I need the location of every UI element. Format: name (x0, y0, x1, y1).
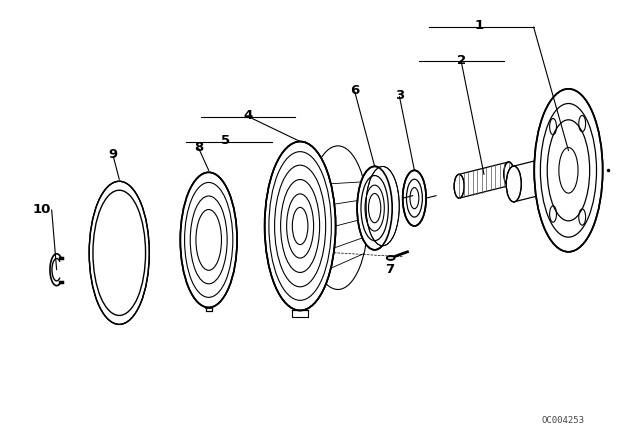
Ellipse shape (265, 142, 335, 310)
Text: 3: 3 (395, 89, 404, 102)
Ellipse shape (504, 162, 514, 186)
Ellipse shape (89, 181, 149, 324)
Ellipse shape (454, 174, 464, 198)
Text: 5: 5 (221, 134, 230, 146)
Ellipse shape (357, 166, 392, 250)
Text: 6: 6 (350, 84, 360, 97)
Text: OC004253: OC004253 (542, 416, 585, 425)
Ellipse shape (180, 172, 237, 307)
Ellipse shape (366, 167, 399, 246)
Ellipse shape (387, 256, 395, 260)
Text: 1: 1 (474, 19, 484, 32)
Ellipse shape (403, 170, 426, 226)
Text: 9: 9 (109, 148, 118, 161)
Text: 8: 8 (194, 141, 204, 154)
Ellipse shape (534, 89, 603, 252)
Text: 7: 7 (385, 263, 394, 276)
Ellipse shape (506, 166, 522, 202)
Text: 10: 10 (33, 203, 51, 216)
Text: 4: 4 (244, 109, 253, 122)
Text: 2: 2 (456, 54, 466, 67)
